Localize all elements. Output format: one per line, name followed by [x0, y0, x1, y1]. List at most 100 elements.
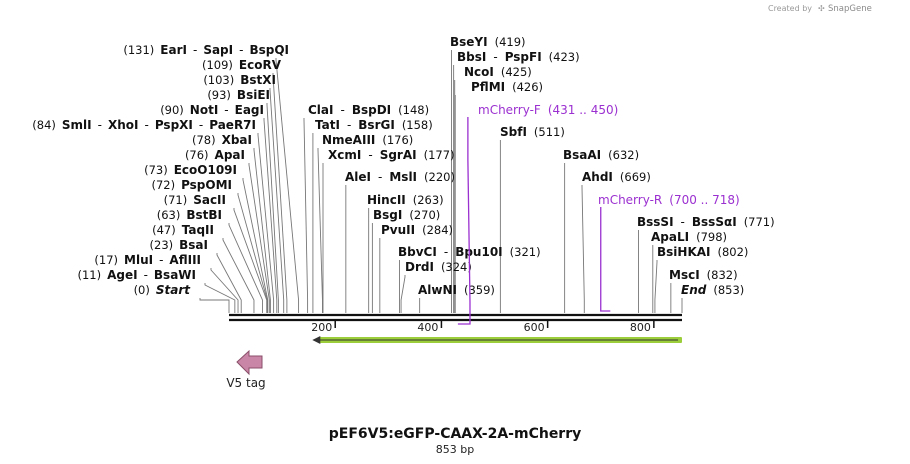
site-separator: -	[347, 118, 351, 132]
site-label[interactable]: (63) BstBI	[157, 208, 222, 222]
enzyme-name: AgeI	[107, 268, 137, 282]
primer-mcherry-r-mark[interactable]	[600, 207, 611, 312]
ruler-tick-label: 200	[311, 321, 332, 334]
enzyme-name: AleI	[345, 170, 371, 184]
enzyme-name: PspFI	[505, 50, 542, 64]
site-leader	[233, 208, 268, 313]
enzyme-name: SgrAI	[380, 148, 417, 162]
site-label[interactable]: ClaI - BspDI (148)	[308, 103, 429, 117]
enzyme-name: MluI	[124, 253, 153, 267]
site-label[interactable]: (93) BsiEI	[207, 88, 270, 102]
site-label[interactable]: PvuII (284)	[381, 223, 453, 237]
enzyme-name: Start	[156, 283, 191, 297]
site-label[interactable]: mCherry-F (431 .. 450)	[478, 103, 618, 117]
site-label[interactable]: (47) TaqII	[152, 223, 214, 237]
site-label[interactable]: BsgI (270)	[373, 208, 440, 222]
feature-label-v5-tag[interactable]: V5 tag	[226, 376, 265, 390]
credit-brand[interactable]: SnapGene	[828, 4, 872, 14]
site-position: (131)	[123, 43, 154, 57]
site-label[interactable]: SbfI (511)	[500, 125, 565, 139]
site-label[interactable]: ApaLI (798)	[651, 230, 727, 244]
site-label[interactable]: PflMI (426)	[471, 80, 543, 94]
site-position: (853)	[713, 283, 744, 297]
site-label[interactable]: BssSI - BssSαI (771)	[637, 215, 775, 229]
site-position: (148)	[398, 103, 429, 117]
site-leader-lines	[199, 50, 683, 313]
enzyme-name: BsaWI	[154, 268, 196, 282]
site-label[interactable]: (11) AgeI - BsaWI	[77, 268, 196, 282]
enzyme-name: (431 .. 450)	[548, 103, 618, 117]
enzyme-name: TaqII	[182, 223, 214, 237]
site-position: (73)	[144, 163, 168, 177]
site-label[interactable]: BbsI - PspFI (423)	[457, 50, 580, 64]
site-label[interactable]: AleI - MslI (220)	[345, 170, 455, 184]
site-position: (321)	[510, 245, 541, 259]
site-label[interactable]: NmeAIII (176)	[322, 133, 413, 147]
site-position: (832)	[707, 268, 738, 282]
site-label[interactable]: (71) SacII	[164, 193, 226, 207]
site-label[interactable]: AlwNI (359)	[418, 283, 495, 297]
site-label[interactable]: (73) EcoO109I	[144, 163, 237, 177]
site-label[interactable]: (23) BsaI	[150, 238, 208, 252]
site-separator: -	[224, 103, 228, 117]
site-leader	[654, 260, 658, 313]
enzyme-name: BseYI	[450, 35, 488, 49]
site-label[interactable]: (78) XbaI	[192, 133, 252, 147]
enzyme-name: AhdI	[582, 170, 613, 184]
site-label[interactable]: (76) ApaI	[185, 148, 245, 162]
site-position: (63)	[157, 208, 181, 222]
site-separator: -	[444, 245, 448, 259]
site-label[interactable]: (109) EcoRV	[202, 58, 282, 72]
site-label[interactable]: (72) PspOMI	[151, 178, 232, 192]
site-position: (11)	[77, 268, 101, 282]
site-label[interactable]: (0) Start	[134, 283, 192, 297]
enzyme-name: PspXI	[155, 118, 193, 132]
restriction-site-labels: (131) EarI - SapI - BspQI(109) EcoRV(103) BstXI…	[32, 35, 774, 297]
site-label[interactable]: (90) NotI - EagI	[160, 103, 264, 117]
site-position: (419)	[495, 35, 526, 49]
site-label[interactable]: HincII (263)	[367, 193, 444, 207]
site-position: (511)	[534, 125, 565, 139]
site-label[interactable]: BseYI (419)	[450, 35, 526, 49]
site-label[interactable]: (84) SmlI - XhoI - PspXI - PaeR7I	[32, 118, 256, 132]
site-label[interactable]: (131) EarI - SapI - BspQI	[123, 43, 289, 57]
site-label[interactable]: (103) BstXI	[203, 73, 276, 87]
site-label[interactable]: MscI (832)	[669, 268, 738, 282]
orf-direction-arrowhead	[312, 336, 321, 344]
site-leader	[248, 163, 270, 313]
site-label[interactable]: AhdI (669)	[582, 170, 651, 184]
site-position: (284)	[422, 223, 453, 237]
enzyme-name: PspOMI	[181, 178, 232, 192]
site-label[interactable]: NcoI (425)	[464, 65, 532, 79]
site-position: (425)	[501, 65, 532, 79]
v5-tag-arrow-icon[interactable]	[236, 349, 263, 376]
enzyme-name: mCherry-R	[598, 193, 662, 207]
site-position: (176)	[382, 133, 413, 147]
site-position: (771)	[744, 215, 775, 229]
site-position: (632)	[608, 148, 639, 162]
enzyme-name: ApaLI	[651, 230, 689, 244]
site-position: (177)	[424, 148, 455, 162]
site-label[interactable]: TatI - BsrGI (158)	[315, 118, 433, 132]
site-separator: -	[239, 43, 243, 57]
site-label[interactable]: BsiHKAI (802)	[657, 245, 748, 259]
site-position: (798)	[696, 230, 727, 244]
site-leader	[237, 193, 268, 313]
enzyme-name: DrdI	[405, 260, 434, 274]
site-leader	[275, 58, 300, 313]
site-position: (324)	[441, 260, 472, 274]
site-label[interactable]: mCherry-R (700 .. 718)	[598, 193, 740, 207]
site-position: (72)	[151, 178, 175, 192]
primer-mcherry-f-mark[interactable]	[457, 117, 471, 325]
enzyme-name: TatI	[315, 118, 340, 132]
site-label[interactable]: BsaAI (632)	[563, 148, 639, 162]
site-label[interactable]: BbvCI - Bpu10I (321)	[398, 245, 541, 259]
site-position: (76)	[185, 148, 209, 162]
site-label[interactable]: DrdI (324)	[405, 260, 472, 274]
site-label[interactable]: (17) MluI - AflIII	[94, 253, 201, 267]
enzyme-name: End	[681, 283, 707, 297]
site-leader	[266, 103, 279, 313]
site-label[interactable]: End (853)	[681, 283, 744, 297]
site-leader	[253, 148, 271, 313]
site-label[interactable]: XcmI - SgrAI (177)	[328, 148, 455, 162]
